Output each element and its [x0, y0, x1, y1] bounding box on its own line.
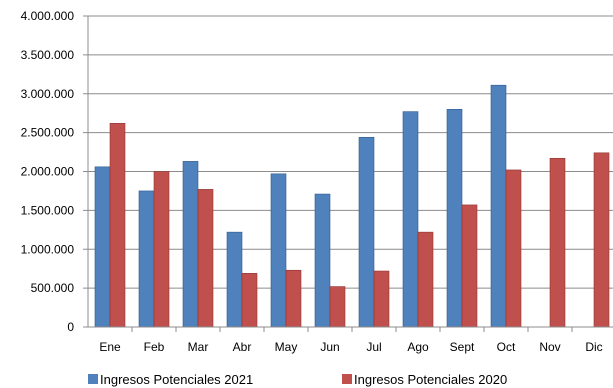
bar-ingresos-2021-jul — [358, 136, 375, 328]
bar-ingresos-2020-jun — [329, 286, 346, 328]
y-tick-label: 500.000 — [31, 281, 75, 295]
legend-label: Ingresos Potenciales 2021 — [100, 372, 253, 387]
x-tick-label: Oct — [497, 340, 516, 354]
y-tick-label: 2.000.000 — [21, 165, 75, 179]
bar-ingresos-2021-feb — [138, 190, 155, 328]
bar-ingresos-2021-abr — [226, 231, 243, 328]
x-tick-label: Ago — [407, 340, 429, 354]
x-tick-label: Sept — [450, 340, 475, 354]
bars — [94, 84, 610, 328]
bar-ingresos-2021-ago — [402, 111, 419, 328]
bar-ingresos-2020-ago — [417, 231, 434, 328]
bar-ingresos-2021-mar — [182, 161, 199, 328]
x-tick-label: Jun — [320, 340, 339, 354]
bar-ingresos-2020-nov — [549, 157, 566, 328]
legend-label: Ingresos Potenciales 2020 — [354, 372, 507, 387]
x-tick-label: Jul — [366, 340, 381, 354]
gridlines — [88, 15, 613, 289]
y-axis-ticks: 0 500.000 1.000.000 1.500.000 2.000.000 2.500… — [21, 9, 88, 334]
bar-ingresos-2020-dic — [593, 152, 610, 328]
x-tick-label: Abr — [233, 340, 252, 354]
legend-swatch — [342, 374, 352, 384]
bar-ingresos-2020-sept — [461, 204, 478, 328]
y-tick-label: 3.000.000 — [21, 87, 75, 101]
bar-ingresos-2020-abr — [241, 273, 258, 328]
x-tick-label: May — [275, 340, 298, 354]
bar-ingresos-2020-may — [285, 269, 302, 328]
legend-swatch — [88, 374, 98, 384]
bar-ingresos-2020-mar — [197, 189, 214, 328]
bar-ingresos-2021-jun — [314, 193, 331, 328]
y-tick-label: 1.500.000 — [21, 203, 75, 217]
y-tick-label: 3.500.000 — [21, 48, 75, 62]
x-tick-label: Mar — [188, 340, 209, 354]
bar-ingresos-2020-feb — [153, 171, 170, 328]
y-tick-label: 2.500.000 — [21, 126, 75, 140]
bar-ingresos-2020-jul — [373, 270, 390, 328]
x-tick-label: Dic — [585, 340, 602, 354]
bar-ingresos-2021-oct — [490, 84, 507, 328]
legend: Ingresos Potenciales 2021 Ingresos Potenc… — [88, 372, 507, 387]
y-tick-label: 1.000.000 — [21, 242, 75, 256]
x-tick-label: Ene — [99, 340, 121, 354]
x-tick-label: Feb — [144, 340, 165, 354]
bar-ingresos-2020-oct — [505, 169, 522, 328]
bar-ingresos-2020-ene — [109, 122, 126, 328]
y-tick-label: 0 — [67, 320, 74, 334]
x-tick-label: Nov — [539, 340, 560, 354]
y-tick-label: 4.000.000 — [21, 9, 75, 23]
bar-ingresos-2021-sept — [446, 109, 463, 328]
bar-ingresos-2021-ene — [94, 166, 111, 328]
x-axis-ticks: Ene Feb Mar Abr May Jun Jul Ago Sept Oct Nov Dic — [99, 327, 603, 354]
bar-ingresos-2021-may — [270, 173, 287, 328]
